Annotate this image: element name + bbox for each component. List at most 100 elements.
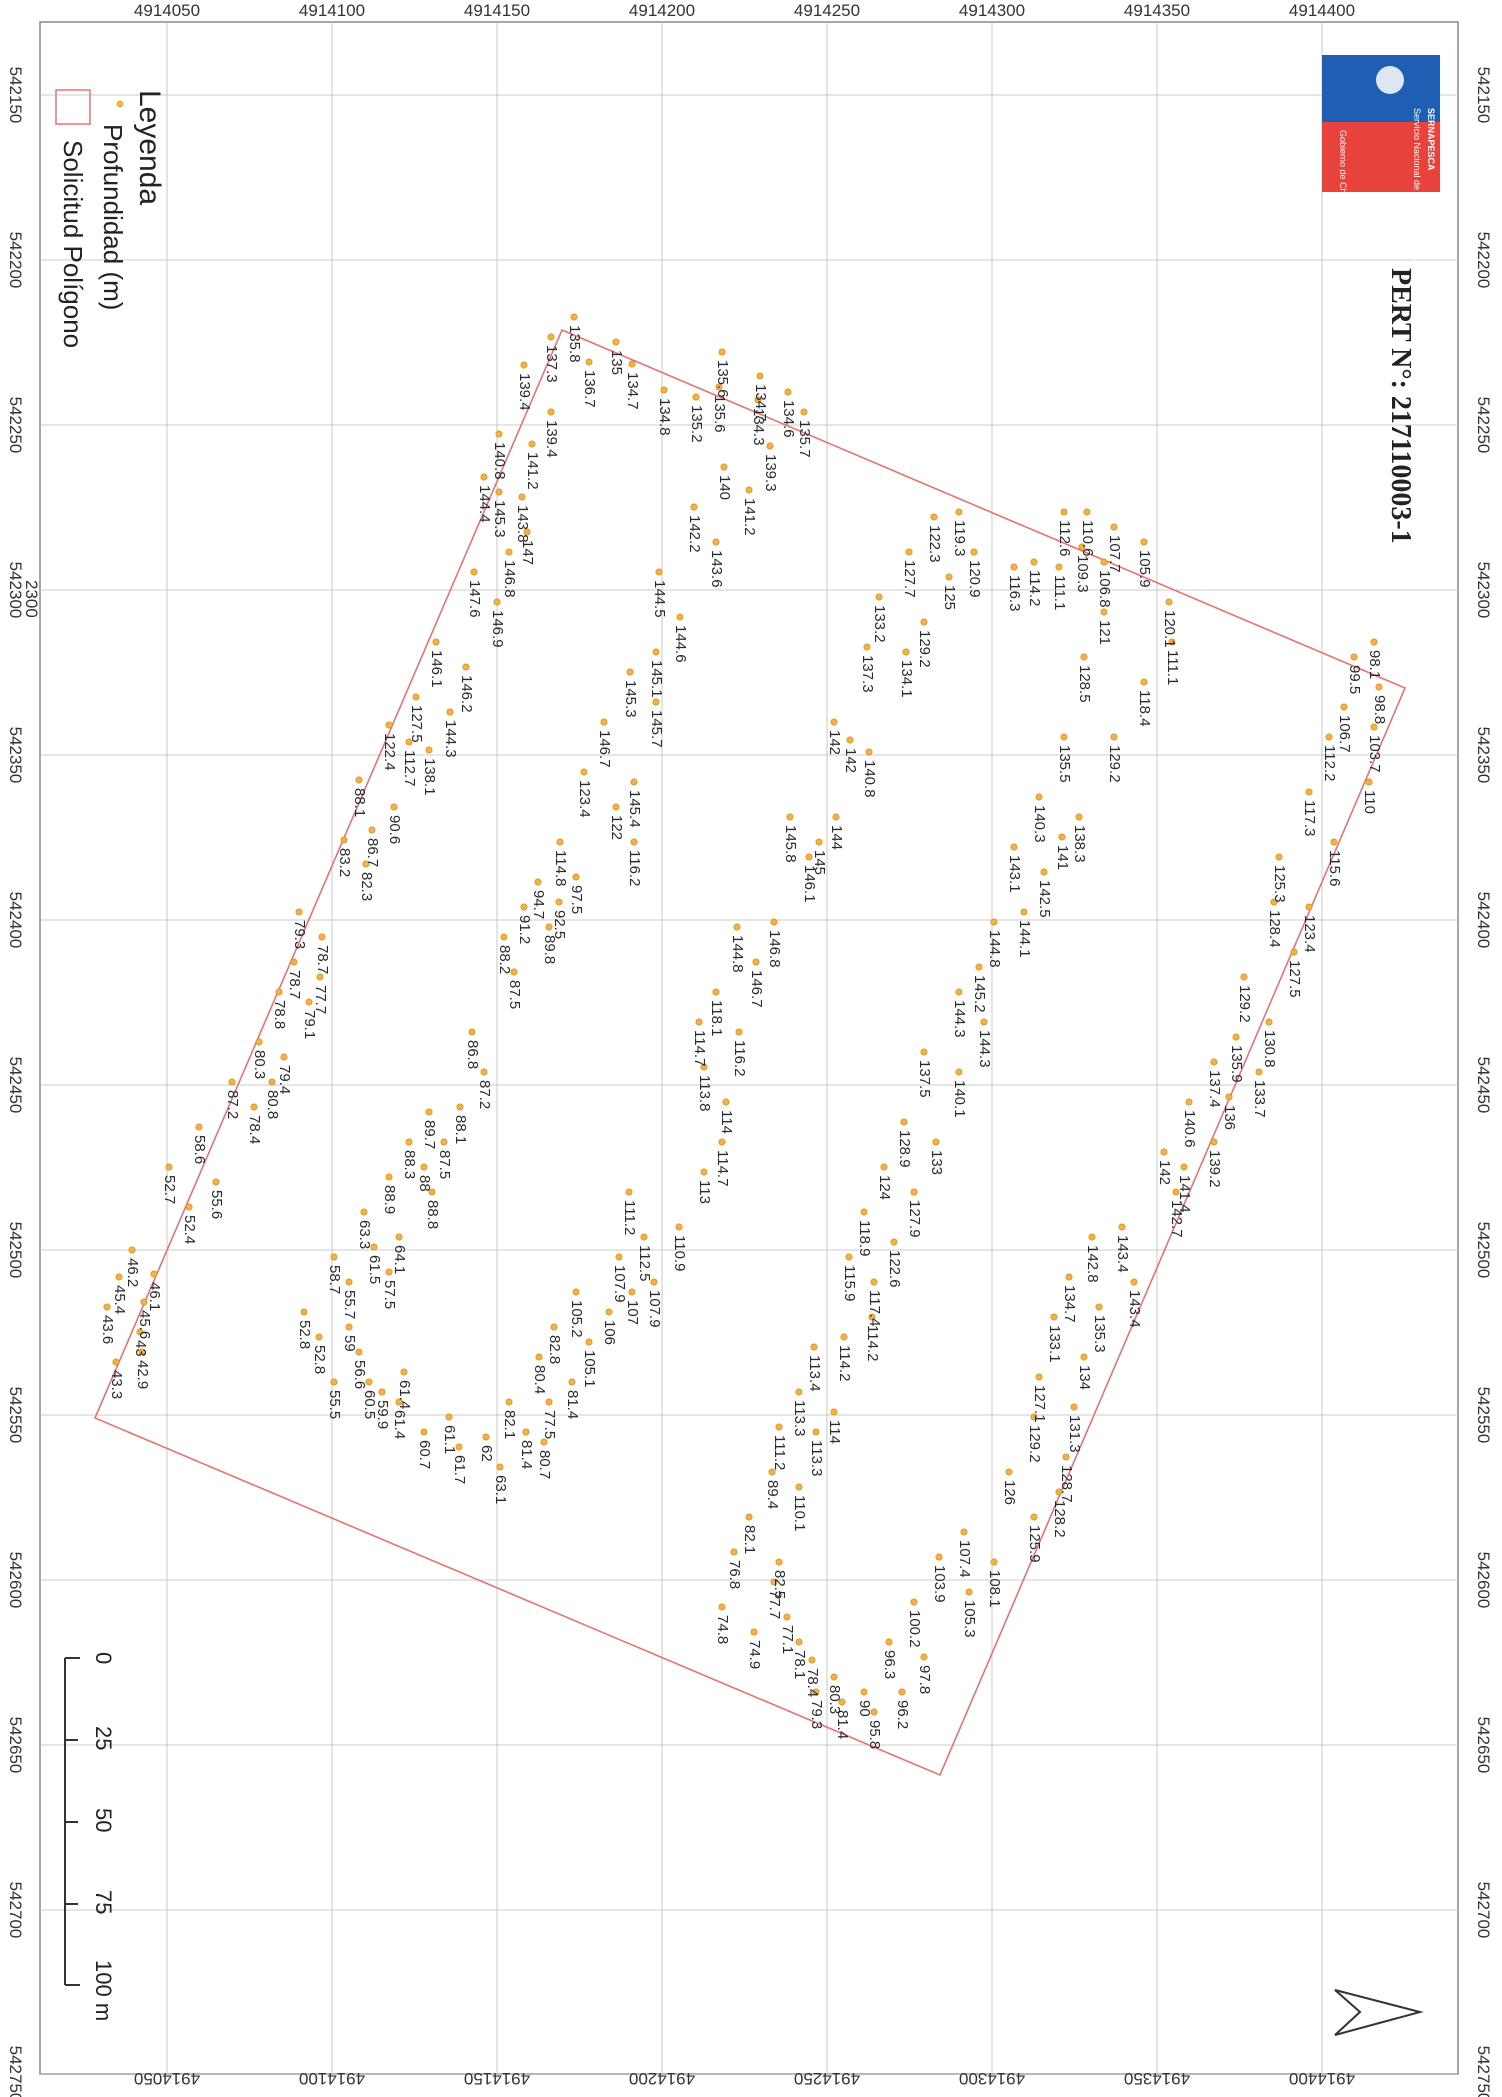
depth-label: 128.5 (1076, 665, 1093, 703)
track-dot (720, 463, 728, 471)
track-dot (112, 1358, 120, 1366)
track-dot (550, 1323, 558, 1331)
page-title: PERT N°: 217110003-1 (1385, 268, 1416, 544)
left-tick-label: 542300 (6, 562, 25, 619)
track-dot (960, 1528, 968, 1536)
track-dot (875, 593, 883, 601)
depth-label: 135.3 (1091, 1315, 1108, 1353)
track-dot (970, 548, 978, 556)
depth-label: 145.2 (971, 975, 988, 1013)
depth-label: 86.8 (464, 1040, 481, 1069)
track-dot (1185, 1098, 1193, 1106)
depth-label: 144.8 (986, 930, 1003, 968)
bottom-tick-label: 4914400 (1289, 2069, 1355, 2088)
bottom-tick-label: 4914350 (1124, 2069, 1190, 2088)
depth-label: 114.2 (836, 1345, 853, 1381)
right-tick-label: 542350 (1474, 727, 1493, 784)
depth-label: 83.2 (336, 848, 353, 877)
depth-label: 122.4 (381, 733, 398, 771)
track-dot (786, 813, 794, 821)
depth-label: 58.6 (191, 1135, 208, 1164)
depth-label: 81.4 (834, 1710, 851, 1739)
track-dot (1140, 538, 1148, 546)
track-dot (830, 1408, 838, 1416)
track-dot (368, 826, 376, 834)
depth-label: 141.2 (524, 452, 541, 490)
track-dot (845, 1253, 853, 1261)
track-dot (898, 1688, 906, 1696)
depth-label: 139.4 (543, 420, 560, 458)
track-dot (770, 918, 778, 926)
track-dot (1172, 1188, 1180, 1196)
depth-label: 134.8 (656, 398, 673, 436)
track-dot (652, 648, 660, 656)
track-dot (128, 1246, 136, 1254)
track-dot (945, 573, 953, 581)
depth-label: 121 (1096, 620, 1113, 645)
track-dot (365, 1378, 373, 1386)
track-dot (830, 1673, 838, 1681)
left-tick-labels: 542150 542200 542250 542300 542350 542400 5424… (6, 67, 25, 2097)
depth-label: 146.1 (801, 865, 818, 903)
track-dot (700, 1168, 708, 1176)
track-dot (555, 898, 563, 906)
track-dot (846, 736, 854, 744)
track-dot (425, 746, 433, 754)
track-dot (493, 598, 501, 606)
track-dot (315, 1333, 323, 1341)
top-tick-label: 4914200 (629, 1, 695, 20)
right-tick-label: 542250 (1474, 397, 1493, 454)
track-dot (395, 1233, 403, 1241)
right-tick-labels: 542150 542200 542250 542300 542350 542400 5424… (1474, 67, 1493, 2097)
depth-label: 146.8 (766, 930, 783, 968)
track-dot (1005, 1468, 1013, 1476)
depth-label: 147 (519, 540, 536, 565)
track-dot (860, 1688, 868, 1696)
depth-label: 112.6 (1056, 520, 1073, 556)
depth-label: 127.5 (408, 705, 425, 743)
track-dot (500, 933, 508, 941)
top-tick-label: 4914350 (1124, 1, 1190, 20)
track-dot (718, 348, 726, 356)
depth-label: 63.1 (492, 1475, 509, 1504)
track-dot (585, 358, 593, 366)
track-dot (330, 1253, 338, 1261)
track-dot (1062, 1453, 1070, 1461)
depth-label: 81.4 (518, 1440, 535, 1469)
left-tick-label: 542250 (6, 397, 25, 454)
legend: Leyenda Profundidad (m) Solicitud Polígo… (55, 89, 166, 348)
track-dot (580, 768, 588, 776)
track-dot (990, 1558, 998, 1566)
track-dot (482, 1433, 490, 1441)
depth-label: 98.8 (1371, 695, 1388, 724)
track-dot (185, 1203, 193, 1211)
depth-label: 128.2 (1051, 1500, 1068, 1538)
track-dot (255, 1038, 263, 1046)
depth-label: 86.7 (364, 838, 381, 867)
track-dot (768, 1468, 776, 1476)
bottom-tick-label: 4914150 (464, 2069, 530, 2088)
top-tick-label: 4914300 (959, 1, 1025, 20)
track-dot (690, 503, 698, 511)
depth-label: 81.4 (564, 1390, 581, 1419)
right-tick-label: 542400 (1474, 892, 1493, 949)
track-dot (300, 1308, 308, 1316)
track-dot (432, 638, 440, 646)
track-dot (1165, 598, 1173, 606)
depth-label: 61.4 (391, 1410, 408, 1439)
depth-label: 103.9 (931, 1565, 948, 1603)
depth-label: 52.7 (161, 1175, 178, 1204)
depth-label: 88.1 (351, 788, 368, 817)
track-dot (268, 1078, 276, 1086)
track-dot (318, 933, 326, 941)
north-arrow-icon (1334, 1989, 1424, 2036)
depth-label: 78.1 (791, 1650, 808, 1679)
depth-label: 76.8 (726, 1560, 743, 1589)
track-dot (660, 386, 668, 394)
depth-label: 144.8 (729, 935, 746, 973)
track-dot (355, 776, 363, 784)
track-dot (195, 1123, 203, 1131)
depth-label: 142.5 (1036, 880, 1053, 918)
track-dot (400, 1368, 408, 1376)
track-dot (456, 1103, 464, 1111)
